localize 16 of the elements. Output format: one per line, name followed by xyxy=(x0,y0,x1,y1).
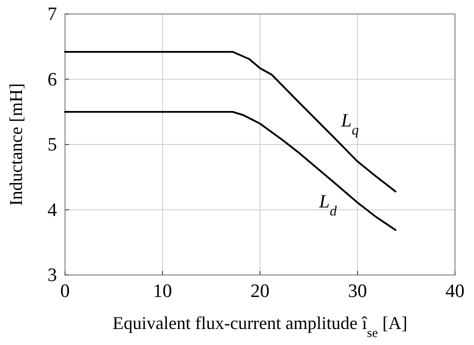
y-tick-label: 4 xyxy=(48,200,58,221)
y-tick-label: 6 xyxy=(48,69,57,90)
x-tick-label: 0 xyxy=(60,281,70,302)
y-axis-title: Inductance [mH] xyxy=(6,83,26,206)
y-tick-label: 7 xyxy=(48,4,57,25)
series-label: L$_{d}$ xyxy=(318,192,338,220)
x-tick-label: 30 xyxy=(348,281,367,302)
x-tick-label: 20 xyxy=(250,281,270,302)
y-tick-label: 5 xyxy=(48,134,57,156)
line-series xyxy=(64,110,396,231)
y-tick-label: 3 xyxy=(48,265,57,286)
x-tick-label: 40 xyxy=(446,281,464,302)
series-label: L$_{q}$ xyxy=(340,110,359,138)
x-axis-title: Equivalent flux-current amplitude î$_{se}$ [A] xyxy=(112,313,408,340)
line-series xyxy=(64,50,396,192)
x-tick-label: 10 xyxy=(153,281,172,302)
